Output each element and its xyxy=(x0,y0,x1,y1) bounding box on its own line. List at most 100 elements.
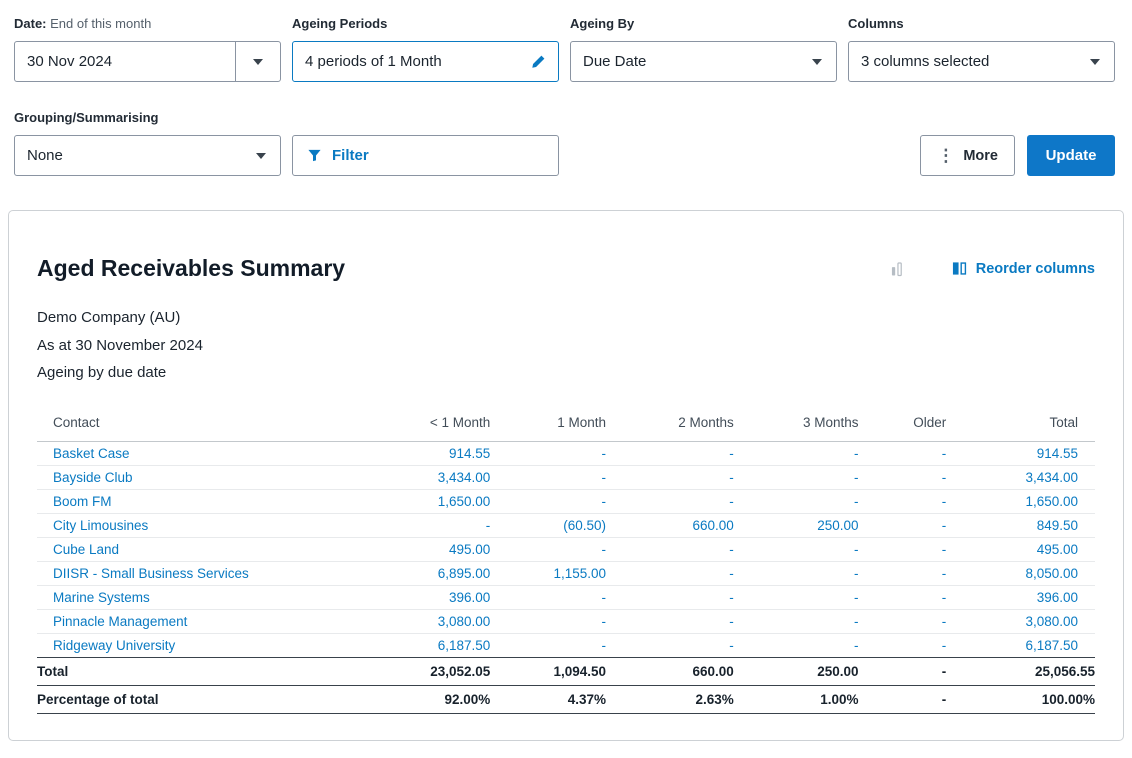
amount-link[interactable]: 1,155.00 xyxy=(553,565,607,581)
ageing-periods-field[interactable]: 4 periods of 1 Month xyxy=(292,41,559,82)
amount-link[interactable]: 6,187.50 xyxy=(1025,637,1078,653)
col-header-2-months: 2 Months xyxy=(606,406,734,442)
table-row: Pinnacle Management 3,080.00 - - - - 3,080.00 xyxy=(37,609,1095,634)
date-select[interactable]: 30 Nov 2024 xyxy=(14,41,281,82)
percentage-label: Percentage of total xyxy=(37,685,371,714)
amount-link[interactable]: - xyxy=(601,445,607,461)
amount-link[interactable]: - xyxy=(941,613,947,629)
amount-link[interactable]: - xyxy=(853,565,859,581)
amount-link[interactable]: - xyxy=(729,565,734,581)
amount-link[interactable]: - xyxy=(853,445,859,461)
report-title: Aged Receivables Summary xyxy=(37,255,346,281)
amount-link[interactable]: 396.00 xyxy=(449,589,491,605)
ageing-periods-filter: Ageing Periods 4 periods of 1 Month xyxy=(292,8,559,82)
grouping-filter: Grouping/Summarising None xyxy=(14,102,281,176)
amount-link[interactable]: - xyxy=(853,637,859,653)
percentage-value: 4.37% xyxy=(490,685,607,714)
date-filter: Date: End of this month 30 Nov 2024 xyxy=(14,8,281,82)
amount-link[interactable]: - xyxy=(601,493,607,509)
date-dropdown-button[interactable] xyxy=(235,42,280,81)
amount-link[interactable]: - xyxy=(941,637,947,653)
funnel-icon xyxy=(307,148,322,163)
reorder-columns-button[interactable]: Reorder columns xyxy=(952,261,1095,277)
ageing-by-filter: Ageing By Due Date xyxy=(570,8,837,82)
amount-link[interactable]: - xyxy=(601,541,607,557)
amount-link[interactable]: - xyxy=(601,469,607,485)
update-button[interactable]: Update xyxy=(1027,135,1115,176)
percentage-value: 1.00% xyxy=(733,685,859,714)
columns-icon xyxy=(952,261,967,276)
filters-bar: Date: End of this month 30 Nov 2024 Agei… xyxy=(0,0,1132,176)
filters-row-2: Grouping/Summarising None Filter ⋮ More … xyxy=(14,102,1115,176)
amount-link[interactable]: - xyxy=(941,469,947,485)
amount-link[interactable]: - xyxy=(729,541,734,557)
amount-link[interactable]: - xyxy=(729,637,734,653)
more-button[interactable]: ⋮ More xyxy=(920,135,1015,176)
amount-link[interactable]: - xyxy=(941,445,947,461)
amount-link[interactable]: - xyxy=(941,565,947,581)
contact-link[interactable]: Cube Land xyxy=(53,541,120,557)
amount-link[interactable]: 1,650.00 xyxy=(437,493,491,509)
amount-link[interactable]: 849.50 xyxy=(1036,517,1078,533)
columns-select[interactable]: 3 columns selected xyxy=(848,41,1115,82)
total-value: 1,094.50 xyxy=(490,656,607,686)
amount-link[interactable]: - xyxy=(941,493,947,509)
contact-link[interactable]: DIISR - Small Business Services xyxy=(53,565,249,581)
ageing-by-value: Due Date xyxy=(583,53,647,70)
date-label: Date: End of this month xyxy=(14,16,281,31)
ageing-by-select[interactable]: Due Date xyxy=(570,41,837,82)
grouping-value: None xyxy=(27,147,63,164)
report-header: Aged Receivables Summary Reorder columns xyxy=(37,255,1095,282)
amount-link[interactable]: - xyxy=(601,637,607,653)
contact-link[interactable]: Pinnacle Management xyxy=(53,613,188,629)
table-row: Marine Systems 396.00 - - - - 396.00 xyxy=(37,585,1095,610)
amount-link[interactable]: 495.00 xyxy=(1036,541,1078,557)
col-header-1-month: 1 Month xyxy=(490,406,607,442)
grouping-select[interactable]: None xyxy=(14,135,281,176)
total-row: Total 23,052.05 1,094.50 660.00 250.00 -… xyxy=(37,656,1095,686)
contact-link[interactable]: City Limousines xyxy=(53,517,149,533)
amount-link[interactable]: - xyxy=(729,613,734,629)
amount-link[interactable]: - xyxy=(601,613,607,629)
amount-link[interactable]: 6,187.50 xyxy=(437,637,491,653)
contact-link[interactable]: Basket Case xyxy=(53,445,130,461)
amount-link[interactable]: 914.55 xyxy=(449,445,491,461)
amount-link[interactable]: 8,050.00 xyxy=(1025,565,1078,581)
amount-link[interactable]: - xyxy=(853,493,859,509)
amount-link[interactable]: 914.55 xyxy=(1036,445,1078,461)
amount-link[interactable]: 3,080.00 xyxy=(1025,613,1078,629)
amount-link[interactable]: 250.00 xyxy=(817,517,859,533)
amount-link[interactable]: - xyxy=(941,541,947,557)
total-label: Total xyxy=(37,656,371,686)
contact-link[interactable]: Boom FM xyxy=(53,493,112,509)
amount-link[interactable]: - xyxy=(729,445,734,461)
filters-row-1: Date: End of this month 30 Nov 2024 Agei… xyxy=(14,8,1115,82)
amount-link[interactable]: 1,650.00 xyxy=(1025,493,1078,509)
amount-link[interactable]: 495.00 xyxy=(449,541,491,557)
ageing-periods-label: Ageing Periods xyxy=(292,16,388,31)
amount-link[interactable]: - xyxy=(853,613,859,629)
amount-link[interactable]: 660.00 xyxy=(692,517,734,533)
amount-link[interactable]: 396.00 xyxy=(1036,589,1078,605)
amount-link[interactable]: - xyxy=(853,469,859,485)
amount-link[interactable]: (60.50) xyxy=(563,517,607,533)
amount-link[interactable]: - xyxy=(729,589,734,605)
amount-link[interactable]: - xyxy=(941,589,947,605)
amount-link[interactable]: - xyxy=(853,589,859,605)
amount-link[interactable]: - xyxy=(601,589,607,605)
amount-link[interactable]: 3,434.00 xyxy=(1025,469,1078,485)
contact-link[interactable]: Bayside Club xyxy=(53,469,133,485)
layout-icon[interactable] xyxy=(891,261,904,277)
filter-button[interactable]: Filter xyxy=(292,135,559,176)
contact-link[interactable]: Ridgeway University xyxy=(53,637,176,653)
amount-link[interactable]: - xyxy=(941,517,947,533)
amount-link[interactable]: - xyxy=(853,541,859,557)
amount-link[interactable]: 3,080.00 xyxy=(437,613,491,629)
amount-link[interactable]: 6,895.00 xyxy=(437,565,491,581)
amount-link[interactable]: 3,434.00 xyxy=(437,469,491,485)
amount-link[interactable]: - xyxy=(729,469,734,485)
contact-link[interactable]: Marine Systems xyxy=(53,589,150,605)
ageing-by-label: Ageing By xyxy=(570,16,635,31)
amount-link[interactable]: - xyxy=(485,517,491,533)
amount-link[interactable]: - xyxy=(729,493,734,509)
